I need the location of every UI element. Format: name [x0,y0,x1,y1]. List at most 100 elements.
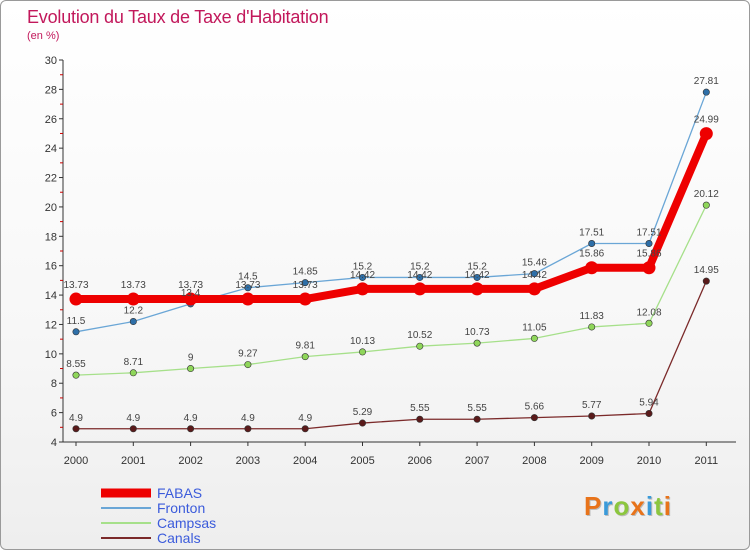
y-tick-label: 12 [45,319,57,331]
data-point-campsas [244,361,252,369]
x-tick-label: 2000 [64,455,88,467]
data-point-fronton [473,273,481,281]
data-point-canals [301,425,309,433]
data-label-fronton: 14.85 [293,267,318,278]
data-label-fabas: 15.86 [636,249,661,260]
data-point-fronton [702,88,710,96]
data-label-canals: 5.55 [410,403,430,414]
data-label-fronton: 11.5 [67,316,86,327]
data-point-campsas [702,201,710,209]
series-line-campsas [75,204,707,376]
data-point-canals [187,425,195,433]
x-tick-label: 2005 [350,455,374,467]
data-point-campsas [473,339,481,347]
data-point-canals [645,409,653,417]
data-point-fabas [69,292,83,306]
data-point-fabas [184,292,198,306]
y-tick-label: 18 [45,231,57,243]
x-tick-label: 2007 [465,455,489,467]
data-label-fronton: 13.4 [181,288,201,299]
x-tick-label: 2003 [236,455,260,467]
x-tick-label: 2006 [408,455,432,467]
data-point-campsas [416,342,424,350]
data-point-fabas [699,127,713,141]
data-label-campsas: 9.27 [238,349,258,360]
data-point-fabas [241,292,255,306]
data-point-fabas [126,292,140,306]
data-label-canals: 4.9 [184,413,198,424]
data-point-canals [416,415,424,423]
data-label-canals: 5.66 [525,402,545,413]
y-tick-label: 6 [51,408,57,420]
data-point-campsas [301,353,309,361]
data-point-canals [588,412,596,420]
data-point-fronton [530,270,538,278]
data-label-fronton: 14.5 [238,272,258,283]
data-label-fabas: 14.42 [350,270,375,281]
data-label-canals: 14.95 [694,265,719,276]
y-tick-label: 4 [51,437,57,449]
data-label-campsas: 9 [188,353,194,364]
data-point-fronton [72,328,80,336]
data-label-canals: 5.77 [582,400,602,411]
data-point-fabas [298,292,312,306]
data-point-campsas [645,319,653,327]
data-label-campsas: 9.81 [295,341,315,352]
data-point-campsas [187,365,195,373]
data-point-fabas [585,261,599,275]
y-tick-label: 28 [45,84,57,96]
data-label-campsas: 12.08 [636,307,661,318]
data-point-campsas [530,334,538,342]
data-point-campsas [358,348,366,356]
y-tick-label: 16 [45,261,57,273]
data-point-fabas [470,282,484,296]
data-label-fronton: 17.51 [579,228,604,239]
data-label-canals: 5.94 [639,397,659,408]
proxiti-logo: Proxiti [584,491,672,521]
data-point-campsas [588,323,596,331]
data-point-canals [530,414,538,422]
data-label-fronton: 15.46 [522,258,547,269]
x-tick-label: 2010 [637,455,661,467]
data-point-fronton [588,240,596,248]
data-label-campsas: 8.55 [66,359,86,370]
data-label-campsas: 11.05 [522,322,547,333]
data-label-campsas: 10.52 [407,330,432,341]
data-label-fabas: 14.42 [465,270,490,281]
legend-label-fabas: FABAS [157,485,202,501]
data-point-fronton [301,279,309,287]
data-label-fabas: 14.42 [522,270,547,281]
data-label-fabas: 13.73 [63,280,88,291]
data-point-campsas [72,371,80,379]
data-label-fronton: 17.51 [636,228,661,239]
data-label-fabas: 13.73 [293,280,318,291]
x-tick-label: 2002 [178,455,202,467]
data-point-fabas [527,282,541,296]
x-tick-label: 2001 [121,455,145,467]
data-label-canals: 4.9 [69,413,83,424]
data-point-fronton [244,284,252,292]
data-label-canals: 4.9 [126,413,140,424]
data-label-fronton: 15.2 [353,261,373,272]
data-label-fronton: 12.2 [124,306,144,317]
data-point-fronton [416,273,424,281]
data-label-fabas: 15.86 [579,249,604,260]
data-label-campsas: 20.12 [694,189,719,200]
y-tick-label: 22 [45,173,57,185]
y-tick-label: 10 [45,349,57,361]
data-point-fronton [358,273,366,281]
series-line-canals [76,280,707,430]
data-label-canals: 4.9 [241,413,255,424]
data-label-fabas: 13.73 [235,280,260,291]
data-label-campsas: 8.71 [124,357,144,368]
data-label-fronton: 27.81 [694,76,719,87]
data-label-fabas: 13.73 [178,280,203,291]
data-label-canals: 5.29 [353,407,373,418]
data-label-campsas: 10.73 [465,327,490,338]
x-tick-label: 2008 [522,455,546,467]
data-point-canals [244,425,252,433]
legend-label-canals: Canals [157,530,201,546]
data-label-fabas: 24.99 [694,115,719,126]
data-label-fronton: 15.2 [410,261,430,272]
